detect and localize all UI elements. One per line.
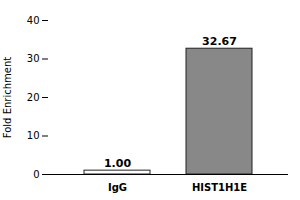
svg-text:1.00: 1.00 bbox=[104, 157, 131, 170]
svg-text:20: 20 bbox=[27, 92, 40, 103]
svg-text:30: 30 bbox=[27, 53, 40, 64]
svg-text:40: 40 bbox=[27, 15, 40, 26]
svg-text:HIST1H1E: HIST1H1E bbox=[192, 182, 247, 193]
svg-text:IgG: IgG bbox=[108, 182, 127, 193]
svg-text:Fold Enrichment: Fold Enrichment bbox=[2, 57, 13, 138]
svg-text:0: 0 bbox=[33, 169, 39, 180]
svg-text:10: 10 bbox=[27, 130, 40, 141]
svg-text:32.67: 32.67 bbox=[202, 35, 237, 48]
